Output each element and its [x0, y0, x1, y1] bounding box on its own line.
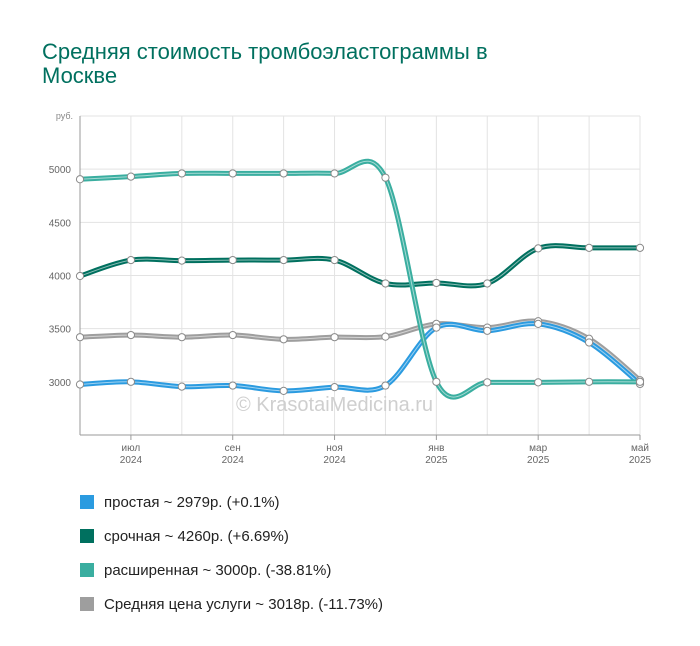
data-point-extended: [534, 378, 543, 387]
data-point-urgent: [534, 244, 543, 253]
data-point-simple: [177, 382, 186, 391]
data-point-simple: [584, 338, 594, 347]
legend-swatch-average: [80, 597, 94, 611]
watermark: © KrasotaiMedicina.ru: [236, 394, 433, 416]
y-tick-label: 3000: [49, 378, 72, 389]
chart-title: Средняя стоимость тромбоэластограммы в М…: [42, 39, 488, 88]
data-point-simple: [126, 377, 136, 386]
data-point-urgent: [75, 271, 85, 281]
data-point-urgent: [381, 279, 390, 288]
data-point-simple: [534, 319, 543, 328]
legend-label-average: Средняя цена услуги ~ 3018р. (-11.73%): [104, 595, 384, 613]
legend: простая ~ 2979р. (+0.1%) срочная ~ 4260р…: [80, 485, 383, 621]
data-point-extended: [483, 378, 492, 387]
series-group: [75, 158, 645, 400]
data-point-extended: [330, 169, 339, 178]
legend-item-extended[interactable]: расширенная ~ 3000р. (-38.81%): [80, 553, 383, 587]
legend-swatch-simple: [80, 495, 94, 509]
x-tick-label: ноя 2024: [323, 443, 346, 466]
line-chart: 3000 3500 4000 4500 5000 руб. июл 2024 сен 2024 н…: [49, 111, 652, 466]
legend-label-urgent: срочная ~ 4260р. (+6.69%): [104, 527, 289, 545]
data-point-extended: [177, 169, 186, 178]
data-point-average: [279, 335, 288, 344]
data-point-urgent: [635, 243, 645, 252]
series-line-extended: [77, 158, 643, 400]
data-point-urgent: [279, 255, 288, 265]
data-point-extended: [279, 169, 288, 178]
x-tick-label: июл 2024: [120, 443, 143, 466]
data-point-average: [177, 333, 186, 342]
data-point-simple: [228, 381, 237, 390]
data-point-extended: [126, 172, 136, 181]
x-tick-label: мар 2025: [527, 443, 550, 466]
legend-label-simple: простая ~ 2979р. (+0.1%): [104, 493, 280, 511]
data-point-simple: [75, 380, 85, 389]
series-line-highlight-urgent: [79, 245, 641, 287]
y-tick-label: 5000: [49, 165, 72, 176]
y-tick-label: 4000: [49, 272, 72, 283]
data-point-urgent: [483, 279, 492, 288]
legend-item-average[interactable]: Средняя цена услуги ~ 3018р. (-11.73%): [80, 587, 383, 621]
data-point-average: [330, 333, 339, 342]
y-tick-label: 3500: [49, 325, 72, 336]
data-point-extended: [75, 175, 85, 184]
legend-label-extended: расширенная ~ 3000р. (-38.81%): [104, 561, 332, 579]
data-point-urgent: [126, 255, 136, 265]
x-tick-label: янв 2025: [425, 443, 448, 466]
x-axis: июл 2024 сен 2024 ноя 2024 янв 2025 мар 2025 май 20…: [80, 434, 652, 466]
data-point-urgent: [584, 243, 594, 252]
legend-swatch-urgent: [80, 529, 94, 543]
data-point-simple: [279, 386, 288, 395]
data-point-simple: [432, 323, 441, 332]
data-point-average: [126, 330, 136, 340]
legend-swatch-extended: [80, 563, 94, 577]
x-tick-label: сен 2024: [222, 443, 245, 466]
y-tick-label: 4500: [49, 218, 72, 229]
x-tick-label: май 2025: [629, 443, 652, 466]
data-point-extended: [584, 377, 594, 386]
data-point-simple: [483, 326, 492, 335]
y-axis: 3000 3500 4000 4500 5000 руб.: [49, 111, 81, 435]
data-point-average: [75, 333, 85, 342]
y-unit-label: руб.: [56, 111, 73, 121]
data-point-urgent: [432, 278, 441, 288]
legend-item-urgent[interactable]: срочная ~ 4260р. (+6.69%): [80, 519, 383, 553]
series-line-urgent: [77, 243, 643, 289]
legend-item-simple[interactable]: простая ~ 2979р. (+0.1%): [80, 485, 383, 519]
data-point-extended: [381, 173, 390, 182]
data-point-simple: [381, 381, 390, 390]
data-point-urgent: [330, 255, 339, 265]
data-point-urgent: [228, 255, 237, 265]
data-point-average: [228, 330, 237, 340]
data-point-average: [381, 332, 390, 341]
data-point-extended: [432, 377, 441, 386]
data-point-extended: [635, 377, 645, 386]
data-point-extended: [228, 169, 237, 178]
data-point-simple: [330, 383, 339, 392]
series-line-highlight-extended: [79, 160, 641, 398]
data-point-urgent: [177, 256, 186, 265]
